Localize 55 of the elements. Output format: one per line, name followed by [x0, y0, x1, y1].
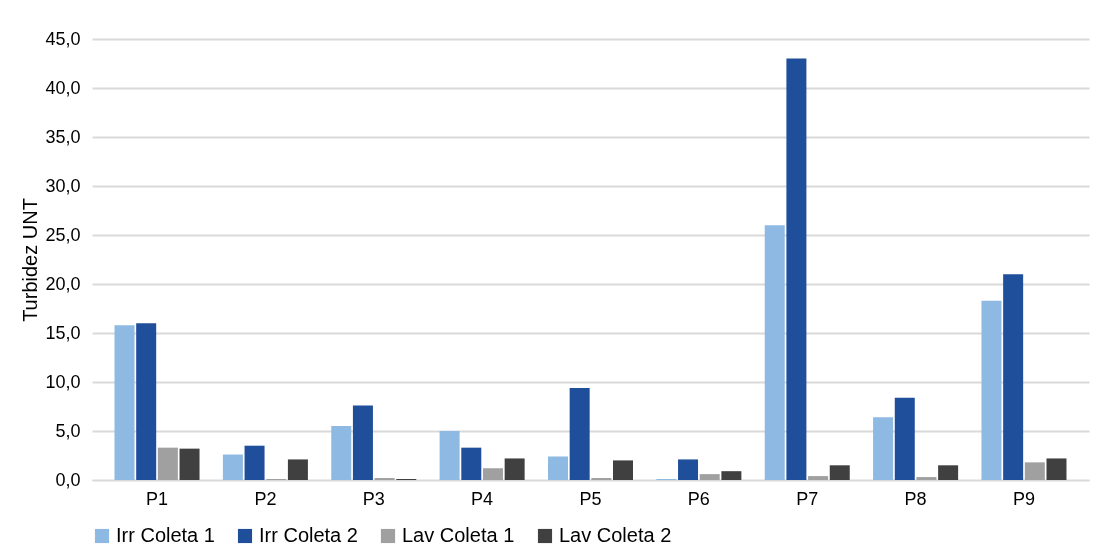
- bar: [1046, 458, 1067, 480]
- bar: [179, 448, 200, 480]
- bar: [699, 474, 720, 480]
- legend-label: Lav Coleta 1: [402, 524, 515, 546]
- x-tick-label: P3: [362, 488, 385, 509]
- bar: [721, 471, 742, 480]
- x-tick-label: P4: [471, 488, 494, 509]
- x-tick-label: P5: [579, 488, 602, 509]
- x-tick-label: P2: [254, 488, 277, 509]
- y-tick-label: 0,0: [55, 469, 81, 490]
- bar: [461, 447, 482, 480]
- bar: [808, 476, 829, 480]
- bar: [786, 58, 807, 480]
- bar: [157, 447, 178, 480]
- bar: [873, 417, 894, 480]
- y-tick-label: 40,0: [45, 77, 81, 98]
- y-tick-label: 35,0: [45, 126, 81, 147]
- bar: [829, 465, 850, 480]
- bar: [136, 323, 157, 480]
- bar: [1024, 462, 1045, 480]
- bar: [439, 431, 460, 480]
- bar: [114, 325, 135, 480]
- bar: [569, 387, 590, 480]
- bar: [482, 468, 503, 480]
- x-tick-label: P7: [796, 488, 819, 509]
- bar: [613, 460, 634, 480]
- bar: [547, 456, 568, 480]
- legend-label: Irr Coleta 1: [116, 524, 215, 546]
- y-tick-label: 5,0: [55, 420, 81, 441]
- bar: [981, 300, 1002, 480]
- y-tick-label: 15,0: [45, 322, 81, 343]
- x-tick-label: P6: [687, 488, 710, 509]
- bar: [244, 445, 265, 480]
- x-tick-label: P8: [904, 488, 927, 509]
- bar: [352, 405, 373, 480]
- y-tick-label: 20,0: [45, 273, 81, 294]
- bar: [938, 465, 959, 480]
- legend-label: Irr Coleta 2: [259, 524, 358, 546]
- bar: [678, 459, 699, 480]
- x-tick-label: P1: [146, 488, 169, 509]
- y-tick-label: 45,0: [45, 28, 81, 49]
- bar: [894, 397, 915, 480]
- legend-label: Lav Coleta 2: [559, 524, 672, 546]
- bar: [764, 225, 785, 480]
- bar: [504, 458, 525, 480]
- y-tick-label: 10,0: [45, 371, 81, 392]
- bar: [916, 477, 937, 480]
- bar: [1003, 274, 1024, 480]
- y-tick-label: 25,0: [45, 224, 81, 245]
- y-axis-title: Turbidez UNT: [19, 198, 42, 322]
- bar: [287, 459, 308, 480]
- x-tick-label: P9: [1012, 488, 1035, 509]
- bar: [331, 426, 352, 480]
- y-tick-label: 30,0: [45, 175, 81, 196]
- bar: [222, 454, 243, 480]
